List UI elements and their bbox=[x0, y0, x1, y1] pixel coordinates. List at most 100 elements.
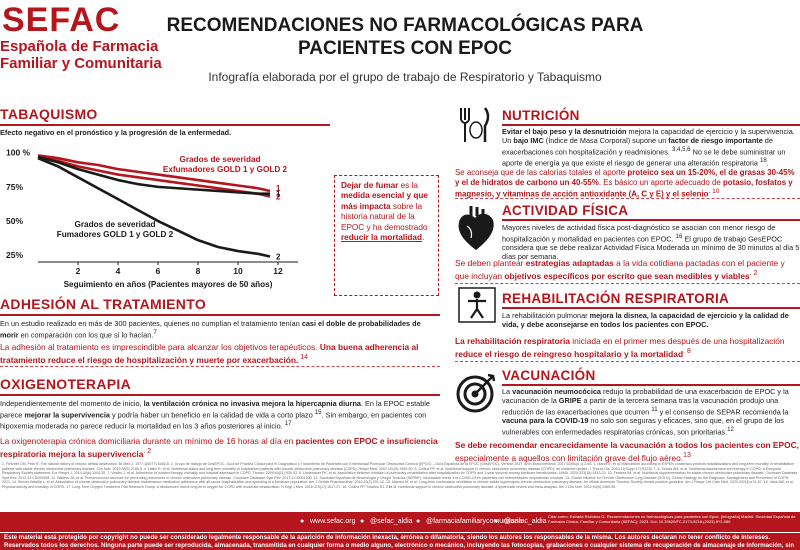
vacunacion-text: La vacunación neumocócica redujo la prob… bbox=[502, 387, 800, 437]
cutlery-icon bbox=[460, 107, 490, 142]
tabaquismo-title: TABAQUISMO bbox=[0, 106, 98, 122]
actividad-red-4: objetivos específicos por escrito que se… bbox=[504, 270, 750, 281]
footer-bar: ● www.sefac.org ● @sefac_aldia ● @farmac… bbox=[0, 512, 800, 532]
series-line bbox=[37, 155, 270, 196]
nutricion-text-8: . bbox=[766, 158, 769, 168]
callout-part-3: medida esencial y que más impacta bbox=[341, 191, 428, 211]
vac-ref-2: 12 bbox=[727, 426, 734, 434]
vac-text-6: y el consenso de SEPAR recomienda la bbox=[657, 407, 789, 417]
vac-ref-1: 11 bbox=[651, 406, 658, 413]
footer-twitter-link[interactable]: @sefac_aldia bbox=[370, 518, 413, 525]
page-title: RECOMENDACIONES NO FARMACOLÓGICAS PARA P… bbox=[150, 14, 660, 60]
instagram-icon: ● bbox=[494, 518, 499, 525]
x-axis-label: Seguimiento en años (Pacientes mayores d… bbox=[64, 280, 273, 289]
header: SEFAC Española de Farmacia Familiar y Co… bbox=[0, 0, 800, 96]
adhesion-red-text: La adhesión al tratamiento es imprescind… bbox=[0, 342, 440, 365]
oxigeno-text-4: mejorar la supervivencia bbox=[24, 410, 110, 420]
x-tick-label: 12 bbox=[273, 266, 283, 276]
callout-part-6: . bbox=[422, 233, 425, 243]
nutricion-red-3: . Es básico un aporte adecuado de bbox=[598, 177, 723, 187]
oxigeno-text-6: . Sin embargo, en pacientes con hipoxemi… bbox=[0, 410, 427, 431]
actividad-text-2: El grupo de trabajo GesEPOC considera qu… bbox=[502, 234, 800, 262]
legend-exfumadores-line-2: Exfumadores GOLD 1 y GOLD 2 bbox=[163, 165, 288, 174]
rehabilitacion-title: REHABILITACIÓN RESPIRATORIA bbox=[502, 291, 730, 306]
footer-instagram-link[interactable]: @sefac_aldia bbox=[504, 518, 547, 525]
title-line-1: RECOMENDACIONES NO FARMACOLÓGICAS PARA bbox=[166, 15, 644, 36]
oxigeno-ref-2: 17 bbox=[284, 420, 292, 428]
series-end-label: 1 bbox=[276, 190, 281, 199]
vac-text-1: La bbox=[502, 387, 513, 396]
adhesion-red-2: Una buena adherencia al tratamiento redu… bbox=[0, 342, 419, 365]
logo-mark: SEFAC bbox=[2, 1, 121, 39]
chart-series bbox=[37, 154, 271, 258]
oxigeno-text: Independientemente del momento de inicio… bbox=[0, 399, 440, 431]
rehab-text-3: , y debe aconsejarse en todos los pacien… bbox=[516, 320, 709, 329]
series-line bbox=[37, 154, 271, 193]
oxigeno-title: OXIGENOTERAPIA bbox=[0, 376, 131, 392]
vacunacion-divider bbox=[502, 384, 800, 386]
actividad-red-3: a la vida cotidiana pactadas con el paci… bbox=[455, 258, 785, 281]
callout-part-2: es la bbox=[398, 181, 418, 190]
chart-labels: Seguimiento en años (Pacientes mayores d… bbox=[57, 155, 288, 289]
series-line bbox=[37, 155, 271, 198]
target-icon bbox=[456, 373, 496, 413]
rehab-text-1: La rehabilitación pulmonar bbox=[502, 311, 590, 320]
y-tick-label: 100 % bbox=[6, 148, 31, 158]
oxigeno-ref-1: 15 bbox=[314, 409, 322, 416]
actividad-red-2: estrategias adaptadas bbox=[525, 258, 614, 268]
x-tick-label: 8 bbox=[196, 266, 201, 276]
vac-text-7: vacuna para la COVID-19 bbox=[502, 416, 589, 426]
vac-text-3: redujo la probabilidad de una exacerbaci… bbox=[502, 387, 789, 405]
nutricion-red-text: Se aconseja que de las calorías totales … bbox=[455, 168, 800, 199]
x-tick-label: 6 bbox=[156, 266, 161, 276]
adhesion-red-ref: 14 bbox=[298, 353, 309, 361]
oxigeno-text-1: Independientemente del momento de inicio… bbox=[0, 399, 144, 408]
vac-red-1: Se debe recomendar encarecidamente la va… bbox=[455, 440, 799, 450]
logo-line-2: Familiar y Comunitaria bbox=[0, 55, 162, 72]
nutricion-text-4: (Índice de Masa Corporal) supone un bbox=[543, 136, 669, 145]
rehab-text-2: mejora la disnea, la capacidad de ejerci… bbox=[502, 311, 789, 329]
actividad-ref: 16 bbox=[675, 233, 683, 240]
rehabilitacion-dash bbox=[455, 361, 800, 362]
adhesion-ref: 7 bbox=[153, 329, 157, 336]
oxigeno-red-1: La oxigenoterapia crónica domiciliaria d… bbox=[0, 436, 296, 446]
adhesion-dash bbox=[0, 366, 440, 367]
series-end-label: 2 bbox=[276, 192, 281, 201]
rehabilitacion-divider bbox=[502, 307, 800, 309]
series-end-label: 2 bbox=[276, 253, 281, 262]
footer-facebook-link[interactable]: @farmaciafamiliarycomunitaria bbox=[426, 518, 523, 525]
rehab-red-ref: . 8 bbox=[683, 347, 691, 355]
rehab-red-1: La rehabilitación respiratoria bbox=[455, 336, 570, 346]
nutricion-text-1: Evitar el bajo peso y la desnutrición bbox=[502, 127, 627, 136]
actividad-text: Mayores niveles de actividad física post… bbox=[502, 223, 800, 261]
logo-line-1: Española de Farmacia bbox=[0, 38, 159, 55]
vac-text-5: a partir de la tercera semana tras la va… bbox=[502, 396, 779, 417]
callout-part-5: reducir la mortalidad bbox=[341, 233, 422, 243]
nutricion-text-6: de exacerbaciones con hospitalización y … bbox=[502, 136, 773, 157]
adhesion-text: En un estudio realizado en más de 300 pa… bbox=[0, 319, 440, 339]
series-end-label: 1 bbox=[276, 184, 281, 193]
nutricion-dash bbox=[455, 198, 800, 199]
vac-red-2: especialmente a aquellos con limitación … bbox=[455, 452, 684, 463]
facebook-icon: ● bbox=[416, 518, 421, 525]
oxigeno-text-3: . En la EPOC estable parece bbox=[0, 399, 430, 420]
nutricion-text: Evitar el bajo peso y la desnutrición me… bbox=[502, 127, 800, 168]
nutricion-red-1: Se aconseja que de las calorías totales … bbox=[455, 168, 628, 177]
nutricion-text-5: factor de riesgo importante bbox=[668, 136, 763, 145]
actividad-title: ACTIVIDAD FÍSICA bbox=[502, 203, 629, 218]
oxigeno-divider bbox=[0, 394, 440, 396]
adhesion-text-3: en comparación con los que sí lo hacían. bbox=[18, 330, 154, 340]
actividad-divider bbox=[502, 219, 800, 221]
series-line bbox=[37, 156, 271, 258]
actividad-red-1: Se deben plantear bbox=[455, 258, 526, 268]
sefac-logo[interactable]: SEFAC Española de Farmacia Familiar y Co… bbox=[0, 1, 162, 72]
nutricion-red-4: potasio, fosfatos y magnesio bbox=[455, 177, 793, 199]
footer-site-link[interactable]: www.sefac.org bbox=[310, 518, 356, 525]
oxigeno-red-2: pacientes con EPOC e insuficiencia respi… bbox=[0, 436, 438, 459]
x-tick-label: 10 bbox=[233, 266, 243, 276]
actividad-red-ref: . 2 bbox=[749, 269, 758, 277]
twitter-icon: ● bbox=[360, 518, 365, 525]
actividad-red-text: Se deben plantear estrategias adaptadas … bbox=[455, 258, 800, 281]
vac-text-4: GRIPE bbox=[558, 396, 582, 405]
nutricion-red-2: proteico sea un 15-20%, el de grasas 30-… bbox=[455, 168, 795, 187]
